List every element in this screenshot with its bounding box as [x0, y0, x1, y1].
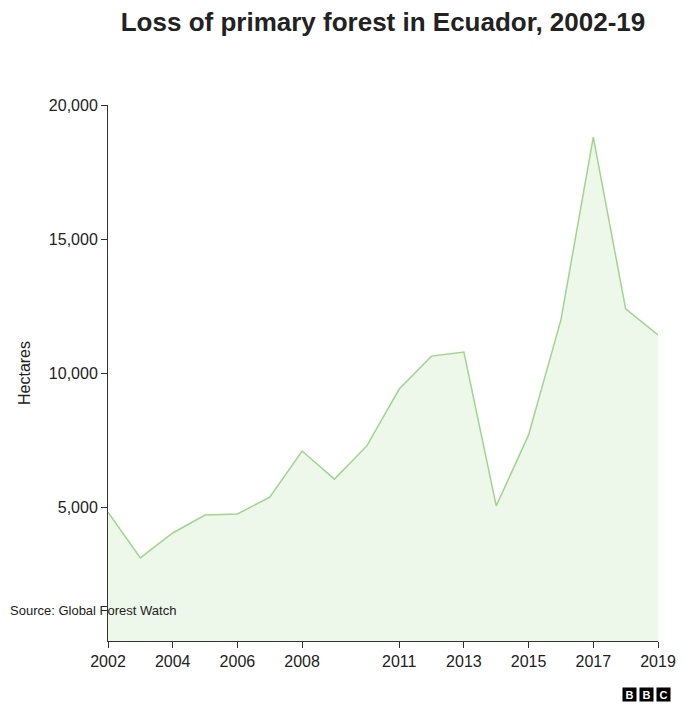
svg-text:2004: 2004: [155, 653, 191, 670]
svg-text:2002: 2002: [90, 653, 126, 670]
svg-text:2013: 2013: [446, 653, 482, 670]
svg-text:10,000: 10,000: [49, 365, 98, 382]
svg-text:5,000: 5,000: [58, 499, 98, 516]
svg-text:Loss of primary forest in Ecua: Loss of primary forest in Ecuador, 2002-…: [121, 7, 646, 37]
svg-text:B: B: [643, 689, 651, 701]
svg-text:2017: 2017: [575, 653, 611, 670]
svg-text:Source: Global Forest Watch: Source: Global Forest Watch: [10, 603, 176, 618]
svg-text:B: B: [626, 689, 634, 701]
svg-text:C: C: [660, 689, 668, 701]
svg-text:2006: 2006: [220, 653, 256, 670]
svg-text:2015: 2015: [511, 653, 547, 670]
svg-text:20,000: 20,000: [49, 97, 98, 114]
svg-text:2011: 2011: [382, 653, 417, 670]
svg-text:Hectares: Hectares: [16, 341, 33, 405]
svg-text:15,000: 15,000: [49, 231, 98, 248]
svg-text:2019: 2019: [640, 653, 676, 670]
svg-text:2008: 2008: [284, 653, 320, 670]
